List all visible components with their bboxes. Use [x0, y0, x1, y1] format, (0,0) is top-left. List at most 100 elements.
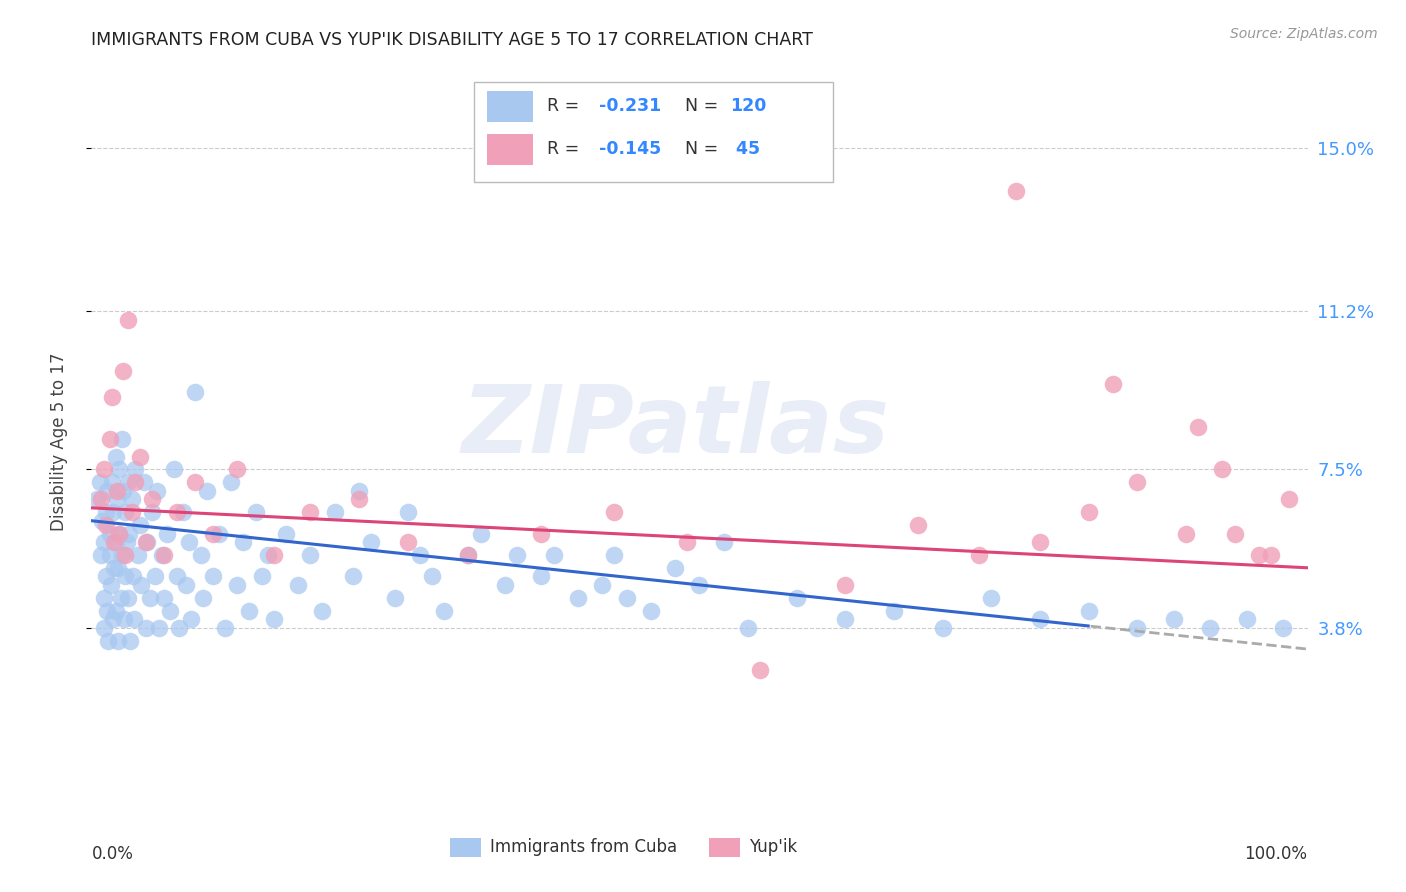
Point [174, 578, 197, 592]
Point [347, 492, 370, 507]
Point [180, 612, 202, 626]
Point [111, 483, 134, 498]
Point [90, 548, 112, 562]
Point [89, 475, 111, 490]
Point [141, 492, 163, 507]
Point [94, 505, 117, 519]
Point [232, 535, 254, 549]
Point [150, 548, 173, 562]
Text: IMMIGRANTS FROM CUBA VS YUP'IK DISABILITY AGE 5 TO 17 CORRELATION CHART: IMMIGRANTS FROM CUBA VS YUP'IK DISABILIT… [91, 31, 813, 49]
Point [91, 514, 114, 528]
Point [111, 548, 134, 562]
Point [121, 492, 143, 507]
Point [1029, 612, 1052, 626]
Point [93, 621, 115, 635]
Point [93, 591, 115, 605]
Point [105, 483, 128, 498]
Point [664, 561, 686, 575]
Y-axis label: Disability Age 5 to 17: Disability Age 5 to 17 [49, 352, 67, 531]
Text: Immigrants from Cuba: Immigrants from Cuba [491, 838, 678, 856]
Point [256, 548, 278, 562]
Point [110, 591, 132, 605]
Point [114, 505, 136, 519]
Point [713, 535, 735, 549]
Point [117, 591, 139, 605]
Point [107, 633, 129, 648]
Point [146, 483, 169, 498]
Text: ZIPatlas: ZIPatlas [461, 381, 889, 473]
Text: 120: 120 [730, 97, 766, 115]
Point [190, 548, 212, 562]
Point [1163, 612, 1185, 626]
Point [111, 364, 134, 378]
Point [530, 526, 553, 541]
Point [153, 591, 176, 605]
Point [90, 492, 112, 507]
Point [1004, 184, 1026, 198]
Text: -0.231: -0.231 [599, 97, 661, 115]
Point [104, 450, 127, 464]
Point [1199, 621, 1222, 635]
FancyBboxPatch shape [709, 838, 740, 857]
Point [494, 578, 516, 592]
Point [105, 492, 128, 507]
Point [114, 569, 136, 583]
Point [129, 450, 152, 464]
Point [111, 433, 134, 447]
Point [1187, 419, 1209, 434]
Point [122, 612, 145, 626]
Point [166, 569, 188, 583]
Point [457, 548, 479, 562]
Point [103, 535, 125, 549]
Point [166, 505, 188, 519]
Point [396, 505, 419, 519]
Point [93, 535, 115, 549]
Point [883, 604, 905, 618]
Point [603, 548, 626, 562]
Point [184, 385, 207, 400]
Point [323, 505, 346, 519]
Point [603, 505, 626, 519]
Point [159, 604, 181, 618]
Point [457, 548, 479, 562]
Point [163, 462, 186, 476]
Point [107, 561, 129, 575]
Point [506, 548, 529, 562]
Point [834, 612, 856, 626]
Point [121, 569, 143, 583]
Point [263, 548, 285, 562]
Point [245, 505, 267, 519]
Point [94, 569, 117, 583]
Point [193, 591, 215, 605]
Point [117, 475, 139, 490]
Point [101, 390, 124, 404]
Point [103, 505, 125, 519]
Point [931, 621, 953, 635]
Point [1126, 621, 1149, 635]
Text: 45: 45 [730, 140, 761, 158]
Point [94, 518, 117, 533]
Point [103, 612, 125, 626]
Point [737, 621, 759, 635]
Point [396, 535, 419, 549]
Point [112, 612, 135, 626]
Point [238, 604, 260, 618]
Point [1272, 621, 1295, 635]
Point [1260, 548, 1282, 562]
Point [226, 462, 249, 476]
Point [208, 526, 231, 541]
Point [274, 526, 297, 541]
Point [136, 535, 159, 549]
Point [97, 633, 120, 648]
Text: R =: R = [547, 140, 585, 158]
Point [124, 475, 146, 490]
FancyBboxPatch shape [450, 838, 481, 857]
Point [907, 518, 929, 533]
Point [287, 578, 309, 592]
Point [202, 569, 225, 583]
Point [688, 578, 710, 592]
Point [1236, 612, 1258, 626]
Point [129, 518, 152, 533]
Point [101, 475, 124, 490]
Point [139, 591, 162, 605]
